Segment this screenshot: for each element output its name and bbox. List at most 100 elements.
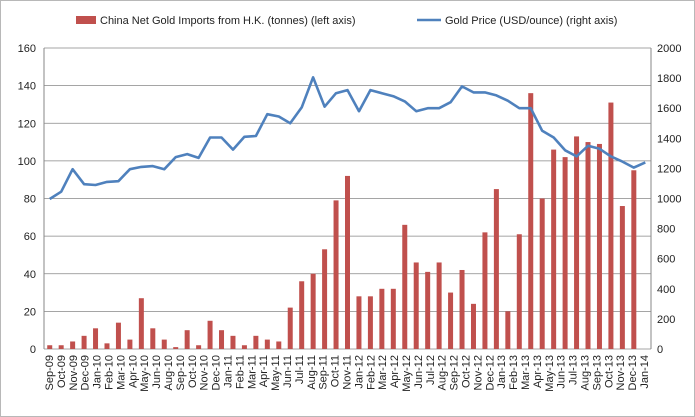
bar — [367, 296, 373, 349]
x-tick-label: Jul-13 — [568, 355, 580, 385]
bar — [596, 143, 602, 349]
bar — [264, 339, 270, 349]
bar — [287, 307, 293, 349]
bar — [516, 234, 522, 349]
x-tick-label: Jan-14 — [639, 355, 651, 389]
x-tick-label: May-12 — [401, 355, 413, 392]
y-right-tick-label: 800 — [657, 224, 675, 236]
x-tick-label: May-13 — [544, 355, 556, 392]
bar — [93, 328, 99, 349]
x-tick-label: Aug-12 — [437, 355, 449, 390]
bar — [459, 269, 465, 349]
y-right-tick-label: 1800 — [657, 73, 681, 85]
x-tick-label: Sep-12 — [449, 355, 461, 390]
legend-label-gold-price: Gold Price (USD/ounce) (right axis) — [445, 15, 617, 27]
x-tick-label: Nov-11 — [342, 355, 354, 390]
bar — [470, 303, 476, 349]
x-tick-label: Apr-12 — [389, 355, 401, 388]
y-left-tick-label: 160 — [18, 43, 36, 55]
x-tick-label: Mar-11 — [246, 355, 258, 389]
x-tick-label: Oct-09 — [56, 355, 68, 388]
y-right-tick-label: 600 — [657, 254, 675, 266]
x-tick-label: Dec-13 — [627, 355, 639, 390]
bar-series — [47, 93, 637, 350]
legend-label-imports: China Net Gold Imports from H.K. (tonnes… — [100, 15, 356, 27]
y-right-tick-label: 400 — [657, 284, 675, 296]
x-tick-label: Oct-10 — [187, 355, 199, 388]
x-tick-label: Jun-10 — [151, 355, 163, 389]
bar — [493, 189, 499, 349]
x-tick-label: Feb-13 — [508, 355, 520, 390]
y-right-tick-label: 1600 — [657, 103, 681, 115]
bar — [241, 345, 247, 349]
x-tick-label: Oct-11 — [330, 355, 342, 387]
x-tick-label: Aug-10 — [163, 355, 175, 390]
bar — [402, 224, 408, 349]
x-tick-label: Sep-09 — [44, 355, 56, 390]
x-tick-label: Jul-11 — [294, 355, 306, 384]
y-right-tick-label: 1200 — [657, 163, 681, 175]
bar — [310, 273, 316, 349]
x-tick-label: Apr-10 — [127, 355, 139, 388]
bar — [138, 298, 144, 349]
x-tick-label: Aug-13 — [580, 355, 592, 390]
x-tick-label: Apr-11 — [258, 355, 270, 387]
bar — [58, 345, 64, 349]
y-left-tick-label: 60 — [24, 231, 36, 243]
x-tick-label: Sep-10 — [175, 355, 187, 390]
y-right-tick-label: 0 — [657, 344, 663, 356]
x-tick-label: Jan-12 — [353, 355, 365, 389]
x-tick-label: Sep-13 — [591, 355, 603, 390]
x-tick-label: Mar-12 — [377, 355, 389, 390]
bar — [574, 136, 580, 349]
y-left-tick-label: 40 — [24, 269, 36, 281]
bar — [345, 175, 350, 349]
bar — [299, 281, 305, 349]
bar — [207, 320, 213, 349]
x-tick-label: Sep-11 — [318, 355, 330, 390]
x-tick-label: Feb-10 — [103, 355, 115, 390]
x-tick-label: Jun-12 — [413, 355, 425, 389]
x-tick-label: May-10 — [139, 355, 151, 392]
bar — [333, 200, 339, 349]
x-tick-label: Feb-11 — [234, 355, 246, 389]
bar — [150, 328, 156, 349]
bar — [413, 262, 419, 349]
x-tick-label: Mar-10 — [115, 355, 127, 390]
x-tick-label: Dec-10 — [211, 355, 223, 390]
x-tick-label: Dec-12 — [484, 355, 496, 390]
x-tick-label: Nov-10 — [199, 355, 211, 390]
bar — [379, 288, 385, 349]
bar — [619, 206, 625, 349]
bar — [219, 330, 225, 349]
x-tick-label: Nov-09 — [68, 355, 80, 390]
bar — [425, 271, 431, 349]
y-left-tick-label: 100 — [18, 156, 36, 168]
bar — [356, 296, 362, 349]
bar — [173, 347, 179, 349]
x-tick-label: Jun-13 — [556, 355, 568, 389]
x-tick-label: Jan-13 — [496, 355, 508, 389]
legend: China Net Gold Imports from H.K. (tonnes… — [76, 15, 617, 27]
bar — [322, 249, 328, 349]
bar — [631, 170, 637, 349]
y-left-tick-label: 80 — [24, 194, 36, 206]
bar — [482, 232, 488, 349]
bar — [551, 149, 557, 349]
y-left-tick-label: 20 — [24, 306, 36, 318]
bar — [184, 330, 190, 349]
y-right-tick-label: 1400 — [657, 133, 681, 145]
x-tick-label: Feb-12 — [365, 355, 377, 390]
x-tick-label: Apr-13 — [532, 355, 544, 388]
y-right-tick-label: 1000 — [657, 194, 681, 206]
y-left-tick-label: 0 — [30, 344, 36, 356]
y-right-tick-label: 2000 — [657, 43, 681, 55]
bar — [161, 339, 167, 349]
x-tick-label: Mar-13 — [520, 355, 532, 390]
bar — [47, 345, 53, 349]
axes: 0204060801001201401600200400600800100012… — [18, 43, 682, 392]
bar — [528, 93, 534, 350]
bar — [505, 311, 511, 349]
